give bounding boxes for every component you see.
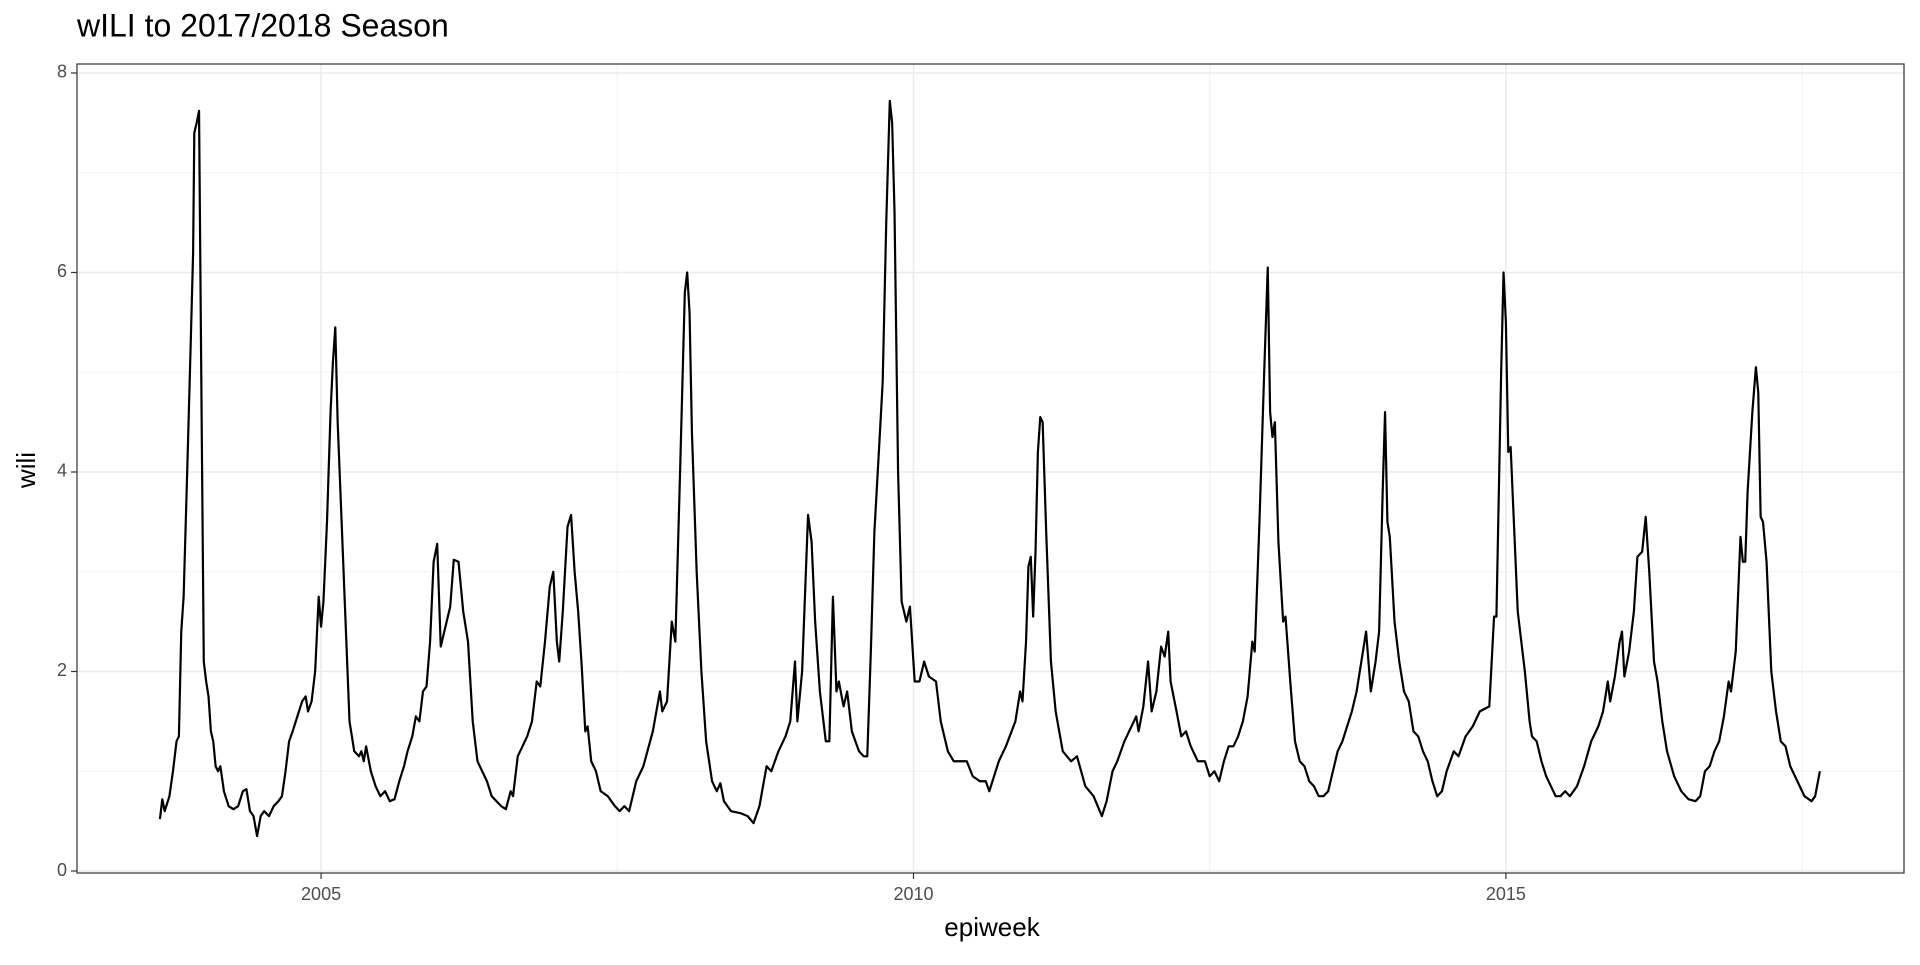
y-tick-label: 6 — [57, 261, 67, 281]
y-tick-label: 4 — [57, 461, 67, 481]
panel-border — [76, 63, 1905, 874]
x-tick-label: 2015 — [1486, 884, 1526, 904]
x-tick-label: 2010 — [893, 884, 933, 904]
y-tick-label: 2 — [57, 660, 67, 680]
y-tick-label: 8 — [57, 62, 67, 82]
x-axis-title: epiweek — [944, 912, 1040, 942]
x-tick-label: 2005 — [301, 884, 341, 904]
y-axis-title: wili — [11, 452, 41, 489]
chart-title: wILI to 2017/2018 Season — [76, 7, 449, 43]
data-line — [158, 99, 1821, 838]
y-tick-label: 0 — [57, 860, 67, 880]
